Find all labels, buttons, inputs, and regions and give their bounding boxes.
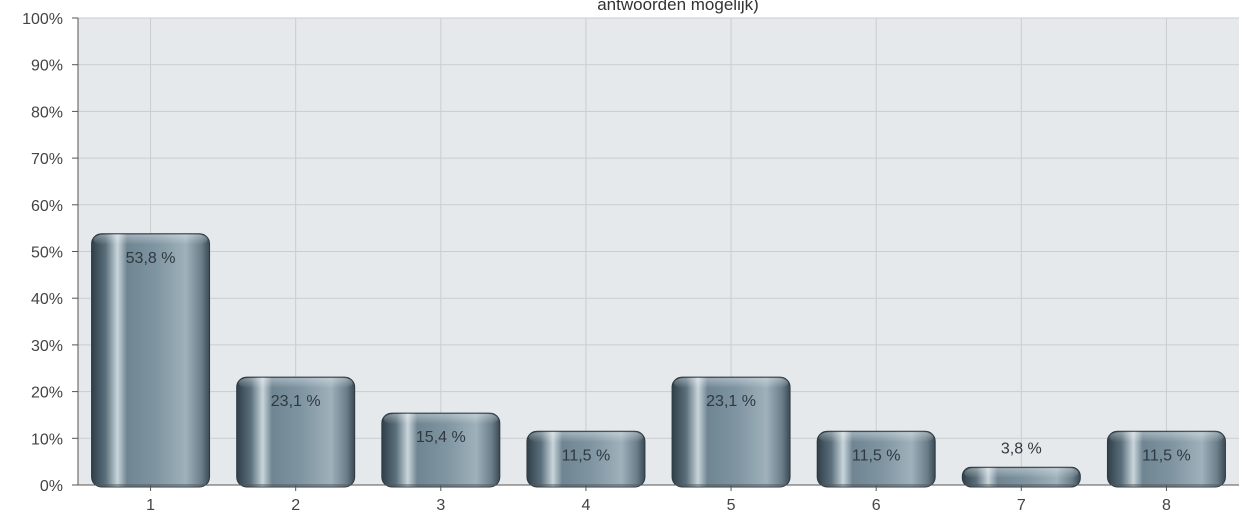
bar-1 [91,233,211,488]
y-tick-label: 60% [31,198,63,215]
data-label: 11,5 % [562,447,611,464]
bar-highlight [238,378,353,389]
bar-highlight [674,378,789,389]
bar-highlight [964,468,1079,479]
data-label: 11,5 % [1142,447,1191,464]
x-tick-label: 2 [291,497,300,514]
data-label: 11,5 % [852,447,901,464]
bar-body [91,233,211,488]
y-tick-label: 0% [40,478,63,495]
y-tick-label: 70% [31,151,63,168]
bars [91,233,1226,488]
x-tick-label: 4 [581,497,590,514]
bar-body [381,412,501,488]
data-labels: 53,8 % 23,1 % 15,4 % 11,5 % 23,1 % 11,5 % 3,8 … [126,250,1191,465]
bar-3 [381,412,501,488]
x-tick-label: 7 [1017,497,1026,514]
y-tick-label: 90% [31,58,63,75]
data-label: 3,8 % [1001,440,1042,457]
y-tick-label: 100% [22,11,63,28]
bar-highlight [93,234,208,245]
bar-5 [671,376,791,488]
x-tick-label: 6 [872,497,881,514]
chart-title: antwoorden mogelijk) [597,0,759,14]
bar-highlight [383,414,498,425]
y-tick-label: 10% [31,431,63,448]
data-label: 23,1 % [271,393,321,410]
axes: 0% 10% 20% 30% 40% 50% 60% 70% 80% 90% 100% 1 2 3 4 5 6 7… [22,11,1239,514]
x-tick-label: 5 [727,497,736,514]
bar-highlight [528,432,643,443]
x-tick-label: 3 [436,497,445,514]
data-label: 23,1 % [706,393,756,410]
y-tick-label: 20% [31,385,63,402]
bar-highlight [819,432,934,443]
data-label: 15,4 % [416,429,466,446]
x-tick-label: 8 [1162,497,1171,514]
y-tick-label: 30% [31,338,63,355]
bar-2 [236,376,356,488]
bar-7 [961,466,1081,488]
y-tick-label: 80% [31,104,63,121]
y-tick-label: 40% [31,291,63,308]
bar-8 [1106,430,1226,488]
x-tick-label: 1 [146,497,155,514]
bar-6 [816,430,936,488]
bar-highlight [1109,432,1224,443]
y-tick-label: 50% [31,245,63,262]
data-label: 53,8 % [126,250,176,267]
